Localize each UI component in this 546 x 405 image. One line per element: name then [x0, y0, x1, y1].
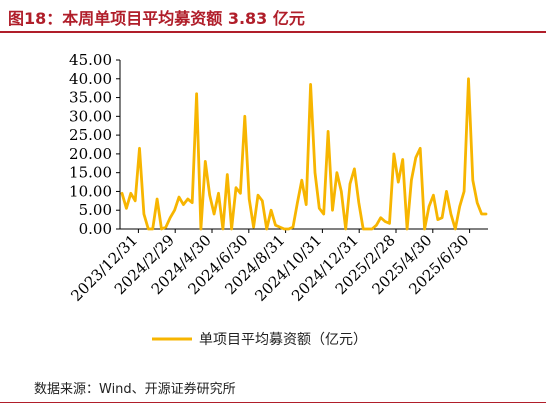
y-tick-label: 10.00 — [69, 182, 112, 200]
y-tick-label: 5.00 — [79, 201, 112, 219]
y-tick-label: 45.00 — [69, 51, 112, 69]
y-tick-label: 20.00 — [69, 145, 112, 163]
legend: 单项目平均募资额（亿元） — [152, 332, 367, 348]
y-tick-label: 0.00 — [79, 220, 112, 238]
series-line-0 — [120, 77, 488, 231]
y-tick-label: 30.00 — [69, 107, 112, 125]
footer-divider — [0, 402, 546, 403]
series-layer — [120, 77, 488, 231]
line-chart: 0.005.0010.0015.0020.0025.0030.0035.0040… — [67, 51, 488, 348]
y-tick-label: 35.00 — [69, 89, 112, 107]
legend-label: 单项目平均募资额（亿元） — [199, 332, 367, 348]
y-tick-label: 25.00 — [69, 126, 112, 144]
y-tick-label: 40.00 — [69, 70, 112, 88]
y-axis: 0.005.0010.0015.0020.0025.0030.0035.0040… — [69, 51, 121, 238]
y-tick-label: 15.00 — [69, 164, 112, 182]
source-note: 数据来源：Wind、开源证券研究所 — [34, 382, 236, 397]
title-divider — [0, 31, 546, 33]
chart-title: 图18：本周单项目平均募资额 3.83 亿元 — [8, 9, 305, 28]
x-axis: 2023/12/312024/2/292024/4/302024/6/30202… — [67, 228, 488, 305]
